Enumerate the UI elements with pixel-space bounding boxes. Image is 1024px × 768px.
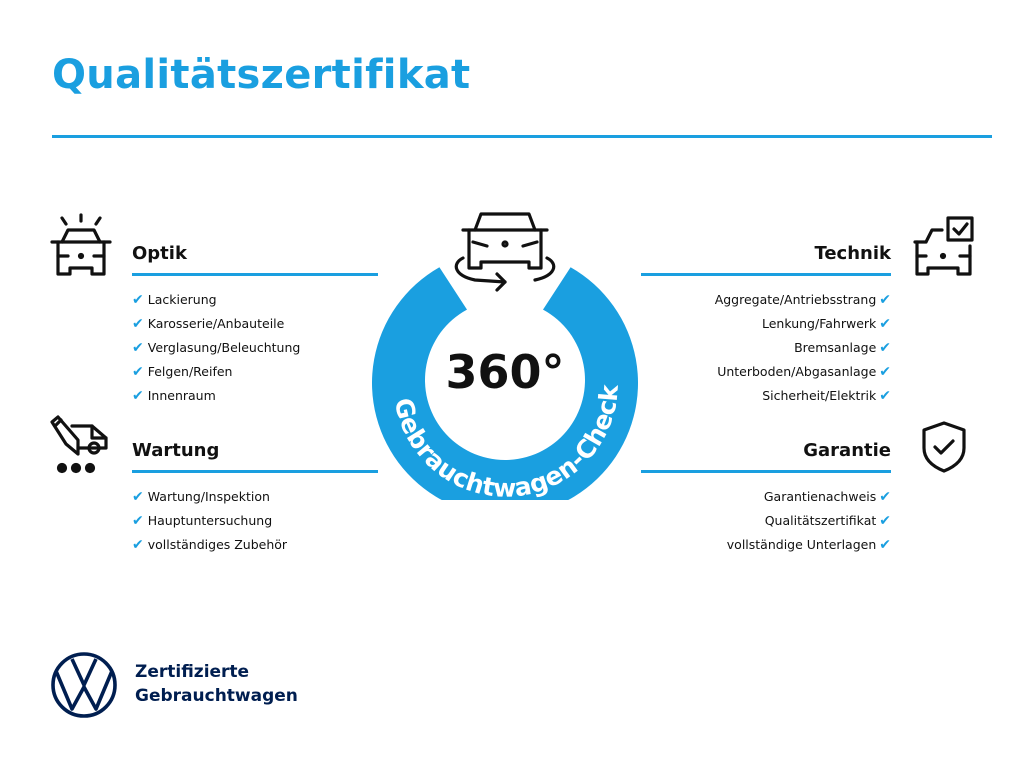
check-icon: ✔ — [879, 537, 891, 553]
section-divider — [641, 273, 891, 276]
list-item: vollständige Unterlagen ✔ — [726, 537, 891, 553]
check-icon: ✔ — [132, 537, 144, 553]
section-optik: Optik ✔ Lackierung ✔ Karosserie/Anbauteile… — [132, 241, 378, 408]
title-divider — [52, 135, 992, 138]
list-item: ✔ Karosserie/Anbauteile — [132, 316, 285, 332]
check-icon: ✔ — [132, 489, 144, 505]
list-item: ✔ Lackierung — [132, 292, 217, 308]
car-checkbox-icon — [913, 216, 974, 276]
check-icon: ✔ — [132, 292, 144, 308]
section-wartung: Wartung ✔ Wartung/Inspektion ✔ Hauptunters… — [132, 438, 378, 557]
check-icon: ✔ — [132, 388, 144, 404]
car-lights-icon — [50, 213, 112, 276]
section-title: Optik — [132, 243, 187, 264]
list-item: Qualitätszertifikat ✔ — [764, 513, 891, 529]
page-title: Qualitätszertifikat — [52, 52, 471, 98]
section-divider — [641, 470, 891, 473]
list-item: ✔ Wartung/Inspektion — [132, 489, 270, 505]
shield-check-icon — [922, 421, 966, 473]
list-item: Lenkung/Fahrwerk ✔ — [762, 316, 891, 332]
section-garantie: Garantie Garantienachweis ✔ Qualitätszert… — [641, 438, 891, 557]
check-icon: ✔ — [879, 364, 891, 380]
360-check-badge: Gebrauchtwagen-Check 360° — [372, 212, 638, 500]
check-icon: ✔ — [879, 316, 891, 332]
check-icon: ✔ — [132, 513, 144, 529]
list-item: Bremsanlage ✔ — [794, 340, 891, 356]
check-icon: ✔ — [132, 340, 144, 356]
vw-logo — [51, 652, 117, 718]
section-title: Garantie — [803, 440, 891, 461]
list-item: ✔ Verglasung/Beleuchtung — [132, 340, 301, 356]
list-item: ✔ Felgen/Reifen — [132, 364, 233, 380]
list-item: ✔ Hauptuntersuchung — [132, 513, 273, 529]
section-divider — [132, 273, 378, 276]
check-icon: ✔ — [132, 364, 144, 380]
list-item: ✔ vollständiges Zubehör — [132, 537, 288, 553]
section-title: Technik — [814, 243, 891, 264]
list-item: Unterboden/Abgasanlage ✔ — [717, 364, 891, 380]
footer-brand-text: Zertifizierte Gebrauchtwagen — [135, 660, 298, 708]
check-icon: ✔ — [879, 292, 891, 308]
section-divider — [132, 470, 378, 473]
check-icon: ✔ — [879, 388, 891, 404]
car-rotate-icon — [454, 212, 556, 292]
footer-line-1: Zertifizierte — [135, 662, 250, 682]
ring — [372, 267, 638, 500]
degrees-label: 360° — [445, 345, 564, 399]
check-icon: ✔ — [879, 513, 891, 529]
list-item: ✔ Innenraum — [132, 388, 216, 404]
car-service-icon — [50, 415, 108, 474]
list-item: Aggregate/Antriebsstrang ✔ — [714, 292, 891, 308]
list-item: Sicherheit/Elektrik ✔ — [762, 388, 891, 404]
check-icon: ✔ — [879, 340, 891, 356]
list-item: Garantienachweis ✔ — [763, 489, 891, 505]
section-technik: Technik Aggregate/Antriebsstrang ✔ Lenkun… — [641, 241, 891, 408]
check-icon: ✔ — [132, 316, 144, 332]
footer-line-2: Gebrauchtwagen — [135, 686, 298, 706]
section-title: Wartung — [132, 440, 220, 461]
check-icon: ✔ — [879, 489, 891, 505]
